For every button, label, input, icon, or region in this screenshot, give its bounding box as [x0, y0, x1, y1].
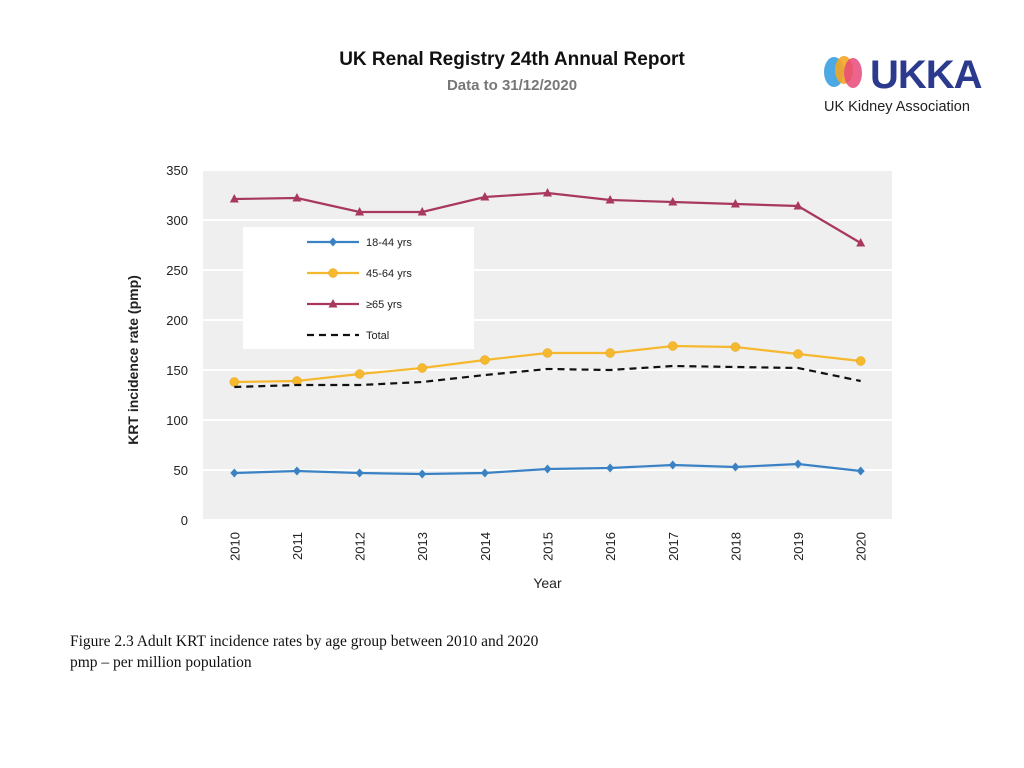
data-point-0-5: [543, 464, 552, 474]
data-point-1-10: [855, 356, 866, 366]
caption-line-1: Figure 2.3 Adult KRT incidence rates by …: [70, 633, 539, 650]
data-point-2-3: [417, 207, 427, 216]
data-point-0-10: [856, 466, 865, 476]
legend-label-1: 45-64 yrs: [366, 268, 412, 280]
y-tick-label: 150: [166, 363, 188, 378]
data-point-2-2: [355, 207, 365, 216]
data-point-2-1: [292, 193, 302, 202]
y-tick-label: 0: [181, 513, 188, 528]
data-point-2-5: [543, 188, 552, 197]
legend-marker-0: [329, 237, 337, 247]
data-point-2-6: [605, 195, 615, 204]
data-point-2-9: [793, 201, 803, 210]
data-point-0-3: [418, 469, 427, 479]
y-tick-label: 250: [166, 263, 188, 278]
x-tick-label: 2018: [728, 532, 743, 561]
report-subtitle: Data to 31/12/2020: [446, 77, 578, 94]
x-tick-label: 2015: [541, 532, 556, 561]
y-tick-label: 300: [166, 213, 188, 228]
y-tick-label: 350: [166, 163, 188, 178]
legend-label-2: ≥65 yrs: [366, 299, 402, 311]
data-point-1-4: [480, 355, 490, 365]
logo-wordmark: UKKA: [870, 53, 983, 97]
x-tick-label: 2017: [666, 532, 681, 561]
legend-marker-1: [328, 268, 338, 278]
data-point-0-6: [606, 463, 615, 473]
y-tick-label: 100: [166, 413, 188, 428]
data-point-0-4: [480, 468, 489, 478]
x-tick-label: 2020: [854, 532, 869, 561]
report-title: UK Renal Registry 24th Annual Report: [339, 49, 685, 70]
series-line-3: [234, 364, 861, 389]
caption-line-2: pmp – per million population: [70, 654, 252, 671]
x-tick-label: 2016: [603, 532, 618, 561]
legend-marker-2: [328, 299, 338, 308]
data-point-1-7: [668, 341, 678, 351]
x-axis-title: Year: [533, 575, 562, 591]
logo-kidney-pink: [844, 58, 862, 88]
x-tick-label: 2012: [353, 532, 368, 561]
legend-label-3: Total: [366, 330, 389, 342]
data-point-0-7: [668, 460, 677, 470]
legend-box: [243, 227, 474, 349]
x-tick-label: 2014: [478, 532, 493, 561]
data-point-1-6: [605, 348, 615, 358]
x-tick-label: 2013: [415, 532, 430, 561]
y-axis-title: KRT incidence rate (pmp): [125, 275, 141, 445]
data-point-1-9: [793, 349, 803, 359]
data-point-0-1: [292, 466, 301, 476]
data-point-1-5: [542, 348, 553, 358]
y-tick-label: 50: [174, 463, 188, 478]
data-point-0-8: [731, 462, 740, 472]
data-point-1-2: [354, 369, 365, 379]
data-point-2-7: [668, 197, 678, 206]
data-point-2-0: [229, 194, 239, 203]
figure-caption: Figure 2.3 Adult KRT incidence rates by …: [70, 631, 538, 673]
data-point-0-2: [355, 468, 364, 478]
legend-label-0: 18-44 yrs: [366, 237, 412, 249]
y-tick-label: 200: [166, 313, 188, 328]
data-point-2-10: [856, 238, 866, 247]
ukka-logo-icon: [824, 56, 862, 88]
data-point-0-0: [230, 468, 239, 478]
data-point-2-4: [480, 192, 490, 201]
data-point-0-9: [794, 459, 803, 469]
logo-subtext: UK Kidney Association: [824, 99, 970, 115]
x-tick-label: 2011: [290, 532, 305, 560]
data-point-1-3: [417, 363, 427, 373]
x-tick-label: 2010: [227, 532, 242, 561]
data-point-1-0: [229, 377, 240, 387]
data-point-2-8: [730, 199, 740, 208]
x-tick-label: 2019: [791, 532, 806, 561]
data-point-1-8: [730, 342, 741, 352]
